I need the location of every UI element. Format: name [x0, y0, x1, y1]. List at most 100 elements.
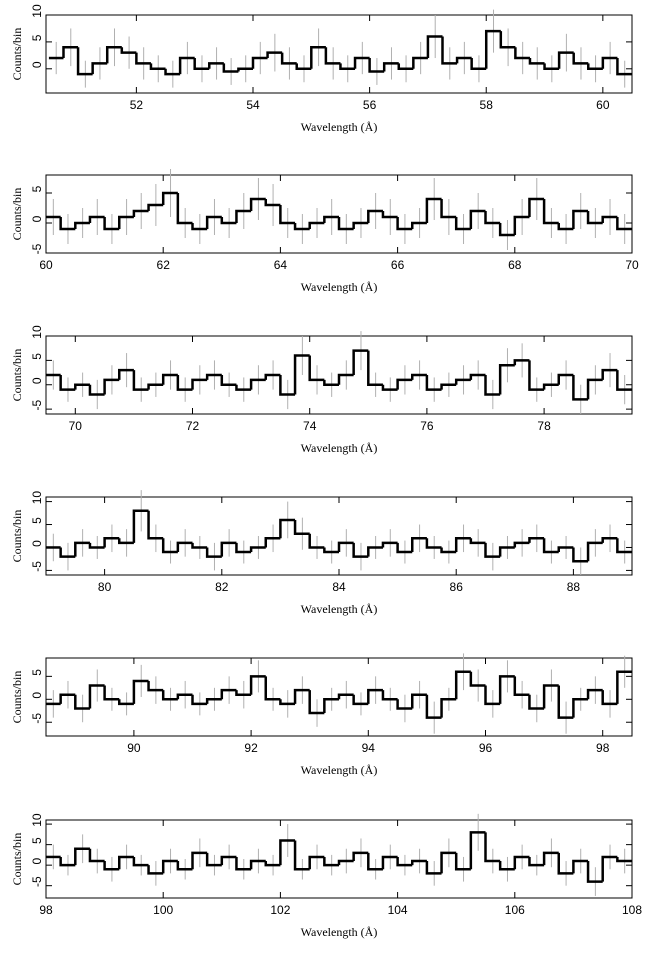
histogram-step	[308, 533, 325, 549]
histogram-step	[469, 671, 486, 687]
histogram-step	[528, 694, 545, 710]
histogram-step	[74, 541, 90, 557]
histogram-step	[411, 693, 427, 709]
histogram-step	[279, 839, 296, 866]
histogram-step	[324, 47, 341, 65]
y-axis-label: Counts/bin	[10, 349, 24, 402]
histogram-step	[147, 510, 164, 540]
histogram-step	[411, 537, 427, 553]
y-tick-label: 5	[30, 353, 44, 360]
panel: 80 82 84 86 88 -5 0 5 10 Wavelength (Å) Counts/bin	[10, 490, 633, 616]
histogram-step	[616, 58, 632, 76]
histogram-step	[411, 373, 427, 380]
histogram-step	[222, 63, 239, 73]
x-tick-label: 60	[39, 258, 53, 272]
histogram-step	[59, 217, 76, 231]
histogram-step	[237, 67, 253, 72]
histogram-step	[251, 56, 268, 69]
histogram-step	[161, 859, 178, 874]
plot-frame	[45, 657, 633, 737]
histogram-step	[572, 698, 589, 718]
histogram-step	[381, 690, 398, 701]
histogram-step	[323, 547, 339, 554]
histogram-step	[88, 684, 105, 709]
histogram-step	[572, 52, 589, 65]
histogram-step	[220, 217, 237, 225]
histogram-step	[586, 541, 603, 562]
histogram-step	[352, 349, 369, 375]
histogram-step	[103, 537, 120, 548]
histogram-step	[557, 373, 574, 385]
histogram-step	[367, 209, 383, 223]
histogram-step	[235, 542, 252, 554]
histogram-step	[353, 56, 370, 69]
histogram-step	[279, 375, 296, 396]
histogram-step	[557, 223, 574, 231]
histogram-step	[454, 670, 471, 700]
histogram-step	[368, 58, 385, 73]
histogram-step	[352, 542, 369, 558]
x-tick-label: 70	[69, 419, 83, 433]
x-tick-label: 94	[362, 741, 376, 755]
histogram-step	[616, 217, 632, 231]
histogram-step	[498, 675, 515, 704]
x-tick-label: 88	[567, 580, 581, 594]
histogram-step	[557, 685, 574, 719]
histogram-step	[381, 211, 398, 219]
histogram-step	[220, 541, 237, 557]
histogram-step	[118, 215, 134, 229]
y-tick-label: 0	[30, 61, 44, 68]
histogram-step	[469, 538, 486, 545]
histogram-step	[454, 217, 471, 231]
histogram-step	[62, 46, 79, 59]
histogram-step	[426, 35, 443, 59]
histogram-step	[425, 197, 442, 223]
histogram-step	[88, 215, 105, 223]
histogram-step	[220, 855, 237, 866]
histogram-step	[249, 859, 266, 870]
x-tick-label: 82	[215, 580, 229, 594]
histogram-step	[352, 851, 369, 862]
y-tick-label: 10	[30, 4, 44, 18]
histogram-step	[220, 375, 237, 386]
histogram-step	[572, 375, 589, 401]
histogram-step	[601, 368, 618, 380]
histogram-step	[513, 855, 530, 870]
histogram-step	[161, 191, 178, 205]
plot-frame	[45, 819, 633, 899]
histogram-step	[308, 855, 325, 870]
histogram-step	[542, 538, 559, 554]
histogram-step	[264, 199, 281, 207]
histogram-step	[425, 861, 442, 875]
histogram-step	[135, 52, 151, 65]
histogram-step	[293, 519, 310, 535]
histogram-step	[484, 375, 501, 396]
histogram-step	[205, 698, 222, 704]
histogram-step	[308, 690, 325, 715]
x-tick-label: 80	[98, 580, 112, 594]
histogram-step	[176, 541, 193, 553]
histogram-step	[513, 676, 530, 696]
y-tick-label: 10	[30, 813, 44, 827]
histogram-step	[469, 373, 486, 380]
histogram-step	[293, 223, 310, 231]
y-tick-label: -5	[30, 713, 44, 724]
histogram-step	[103, 861, 120, 871]
histogram-step	[132, 509, 149, 543]
y-axis-label: Counts/bin	[10, 833, 24, 886]
y-tick-label: 5	[30, 34, 44, 41]
x-axis-label: Wavelength (Å)	[301, 441, 378, 455]
y-tick-label: 10	[30, 325, 44, 339]
histogram-step	[455, 56, 472, 64]
x-tick-label: 58	[480, 98, 494, 112]
x-tick-label: 64	[274, 258, 288, 272]
histogram-step	[396, 856, 413, 867]
histogram-step	[542, 851, 559, 866]
histogram-step	[367, 546, 383, 557]
histogram-step	[498, 364, 515, 395]
histogram-step	[382, 62, 399, 72]
histogram-step	[352, 221, 369, 229]
histogram-step	[59, 856, 76, 867]
x-tick-label: 98	[39, 903, 53, 917]
x-tick-label: 56	[363, 98, 377, 112]
